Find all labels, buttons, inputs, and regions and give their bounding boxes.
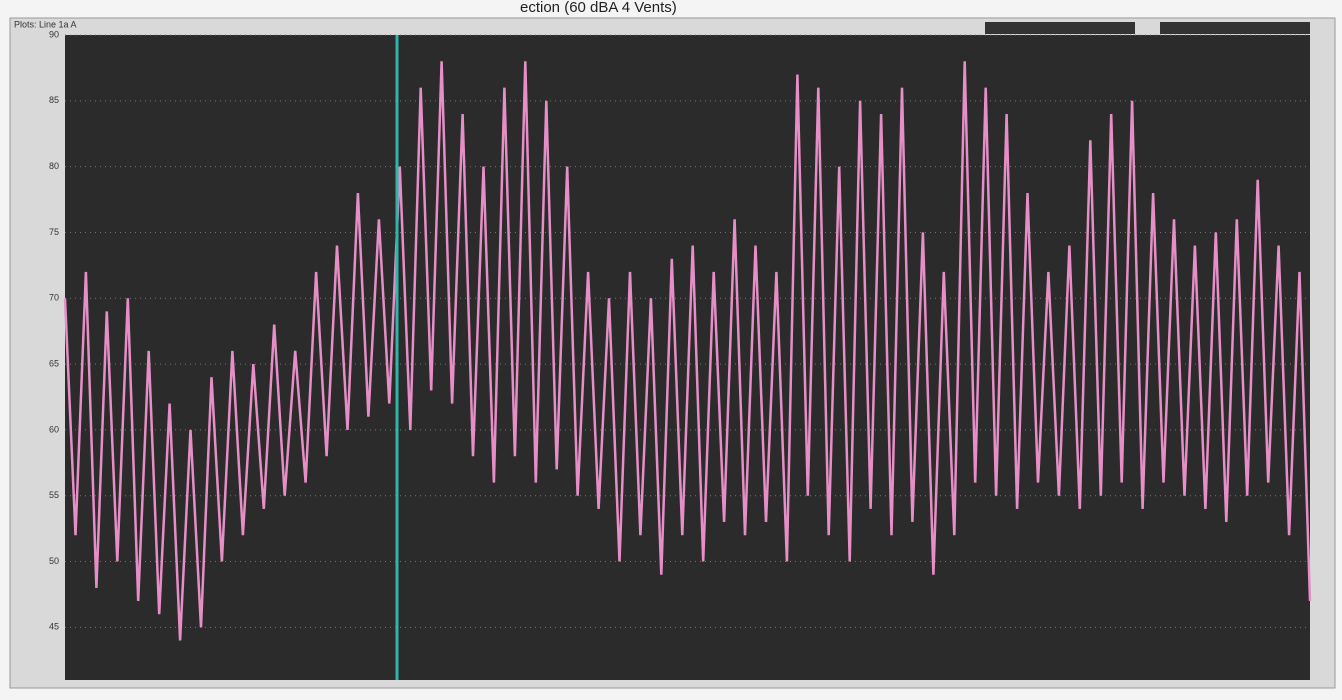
y-tick-label: 80 — [49, 161, 59, 171]
y-tick-label: 50 — [49, 556, 59, 566]
plot: 45 50 55 60 65 70 75 80 85 90 — [49, 29, 1312, 641]
line — [63, 61, 1312, 641]
y-tick-label: 65 — [49, 358, 59, 368]
plot-label: Plots: Line 1a A — [14, 19, 77, 29]
header-box — [1160, 22, 1310, 34]
y-tick-label: 70 — [49, 293, 59, 303]
header-box — [985, 22, 1135, 34]
y-tick-label: 90 — [49, 29, 59, 39]
y-tick-label: 60 — [49, 424, 59, 434]
y-tick-label: 85 — [49, 95, 59, 105]
y-tick-label: 55 — [49, 490, 59, 500]
y-tick-label: 75 — [49, 227, 59, 237]
y-tick-label: 45 — [49, 622, 59, 632]
chart-title: ection (60 dBA 4 Vents) — [520, 0, 677, 16]
